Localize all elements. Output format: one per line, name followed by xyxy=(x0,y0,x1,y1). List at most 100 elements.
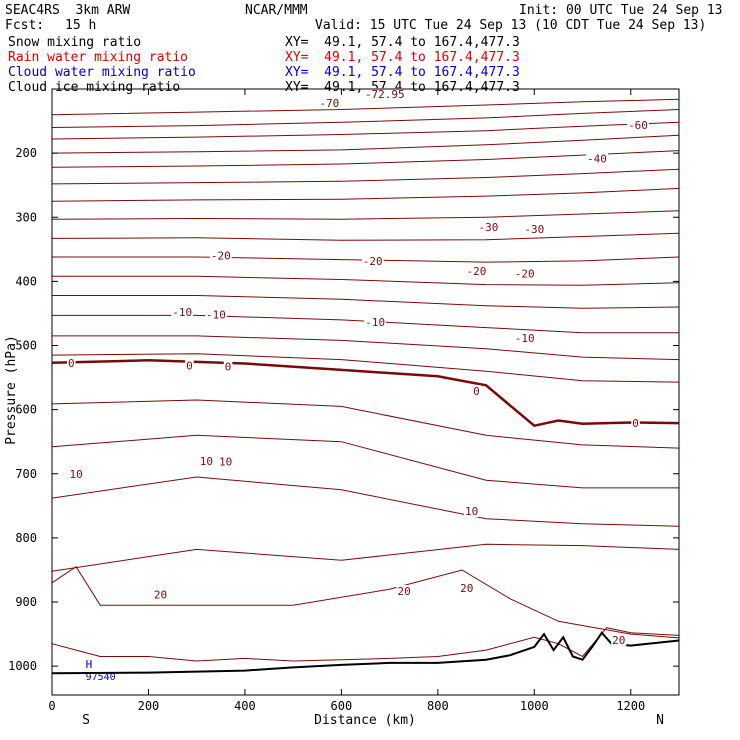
contour-label-bg-12 xyxy=(364,315,387,328)
contour-label-bg-3 xyxy=(586,152,608,165)
forecast-hour: 15 h xyxy=(65,18,97,33)
y-tick-label-1: 300 xyxy=(15,210,37,224)
x-tick-label-5: 1000 xyxy=(520,699,549,713)
contour-label-bg-0 xyxy=(363,88,406,101)
contour-label-9: -20 xyxy=(515,268,535,281)
field-name-cloud-water: Cloud water mixing ratio xyxy=(8,65,196,80)
contour-label-7: -20 xyxy=(363,255,383,268)
contour-label-bg-17 xyxy=(472,385,481,398)
y-tick-label-5: 700 xyxy=(15,467,37,481)
contour-label-16: 0 xyxy=(225,361,232,374)
contour-line-0 xyxy=(51,98,680,116)
field-name-cloud-ice: Cloud ice mixing ratio xyxy=(8,80,181,95)
field-xy-rain: XY= 49.1, 57.4 to 167.4,477.3 xyxy=(285,50,520,65)
contour-line-3 xyxy=(51,134,680,154)
contour-line-14 xyxy=(51,353,680,383)
contour-label-21: 10 xyxy=(219,456,232,469)
x-axis-label: Distance (km) xyxy=(314,713,416,728)
surface-contour-line xyxy=(51,627,680,662)
contour-label-bg-2 xyxy=(627,118,649,131)
contour-line-10 xyxy=(52,275,680,286)
contour-label-bg-11 xyxy=(205,308,227,321)
contour-label-bg-13 xyxy=(513,331,536,344)
x-tick-label-2: 400 xyxy=(234,699,256,713)
contour-label-bg-1 xyxy=(318,97,341,110)
contour-line-8 xyxy=(51,232,680,241)
zero-isotherm-line xyxy=(51,359,680,428)
contour-label-15: 0 xyxy=(186,359,193,372)
contour-label-bg-21 xyxy=(218,455,234,468)
contour-line-1 xyxy=(51,109,680,128)
contour-label-2: -60 xyxy=(628,119,648,132)
terrain-profile xyxy=(51,631,680,675)
contour-line-11 xyxy=(52,295,680,309)
contour-label-bg-25 xyxy=(459,581,475,594)
contour-label-bg-6 xyxy=(209,249,232,262)
model-title: SEAC4RS 3km ARW xyxy=(5,3,131,18)
x-tick-label-1: 200 xyxy=(138,699,160,713)
contour-label-0: -72.95 xyxy=(365,88,405,101)
contour-label-bg-14 xyxy=(66,356,76,369)
south-label: S xyxy=(82,713,90,728)
contour-label-20: 10 xyxy=(200,455,213,468)
contour-label-22: 10 xyxy=(465,505,478,518)
y-tick-label-4: 600 xyxy=(15,403,37,417)
y-tick-label-8: 1000 xyxy=(8,659,37,673)
contour-label-bg-24 xyxy=(396,585,412,598)
contour-label-8: -20 xyxy=(466,265,486,278)
contour-label-bg-8 xyxy=(465,265,488,278)
contour-label-bg-4 xyxy=(477,220,500,233)
y-tick-label-6: 800 xyxy=(15,531,37,545)
contour-label-1: -70 xyxy=(319,97,339,110)
field-xy-cloud-water: XY= 49.1, 57.4 to 167.4,477.3 xyxy=(285,65,520,80)
field-name-snow: Snow mixing ratio xyxy=(8,35,142,50)
contour-label-bg-23 xyxy=(152,588,169,601)
contour-line-7 xyxy=(51,210,680,220)
contour-label-4: -30 xyxy=(479,221,499,234)
contour-label-bg-19 xyxy=(68,467,84,480)
y-tick-label-3: 500 xyxy=(15,339,37,353)
north-label: N xyxy=(656,713,664,728)
contour-label-bg-16 xyxy=(223,360,233,373)
x-tick-label-6: 1200 xyxy=(616,699,645,713)
high-marker-letter: H xyxy=(86,658,93,671)
contour-line-19 xyxy=(51,565,680,639)
contour-label-bg-22 xyxy=(464,504,480,517)
contour-label-5: -30 xyxy=(524,223,544,236)
init-time: Init: 00 UTC Tue 24 Sep 13 xyxy=(519,3,723,18)
contour-labels: -72.95 -70 -60 -40 -30 -30 -20 -20 -20 -20 -10 -10 -… xyxy=(66,88,649,647)
contour-label-14: 0 xyxy=(68,357,75,370)
contour-label-bg-15 xyxy=(185,359,194,372)
contour-label-19: 10 xyxy=(69,468,82,481)
contour-lines xyxy=(51,98,680,662)
contour-label-26: 20 xyxy=(612,634,625,647)
contour-label-18: 0 xyxy=(632,417,639,430)
contour-label-13: -10 xyxy=(515,332,535,345)
contour-line-16 xyxy=(51,434,679,489)
contour-label-23: 20 xyxy=(154,588,167,601)
contour-line-15 xyxy=(51,399,680,449)
contour-label-bg-9 xyxy=(513,267,536,280)
high-marker-value: 97540 xyxy=(86,672,116,683)
x-tick-label-0: 0 xyxy=(48,699,55,713)
contour-label-bg-20 xyxy=(198,454,214,467)
x-axis-ticks: 0 200 400 600 800 1000 1200 xyxy=(48,89,645,713)
contour-label-12: -10 xyxy=(365,316,385,329)
contour-line-2 xyxy=(51,121,680,140)
y-axis-label: Pressure (hPa) xyxy=(4,335,19,445)
contour-label-bg-5 xyxy=(523,222,546,235)
valid-time: Valid: 15 UTC Tue 24 Sep 13 (10 CDT Tue … xyxy=(315,18,707,33)
contour-label-bg-26 xyxy=(611,633,627,646)
contour-label-bg-18 xyxy=(631,417,640,430)
contour-label-6: -20 xyxy=(211,250,231,263)
contour-line-5 xyxy=(51,168,680,185)
contour-label-24: 20 xyxy=(397,585,410,598)
contour-label-3: -40 xyxy=(587,152,607,165)
plot-frame xyxy=(51,88,680,696)
terrain-line xyxy=(51,631,680,675)
contour-label-bg-10 xyxy=(171,306,194,319)
y-tick-label-2: 400 xyxy=(15,274,37,288)
contour-line-9 xyxy=(52,256,680,263)
y-tick-label-7: 900 xyxy=(15,595,37,609)
